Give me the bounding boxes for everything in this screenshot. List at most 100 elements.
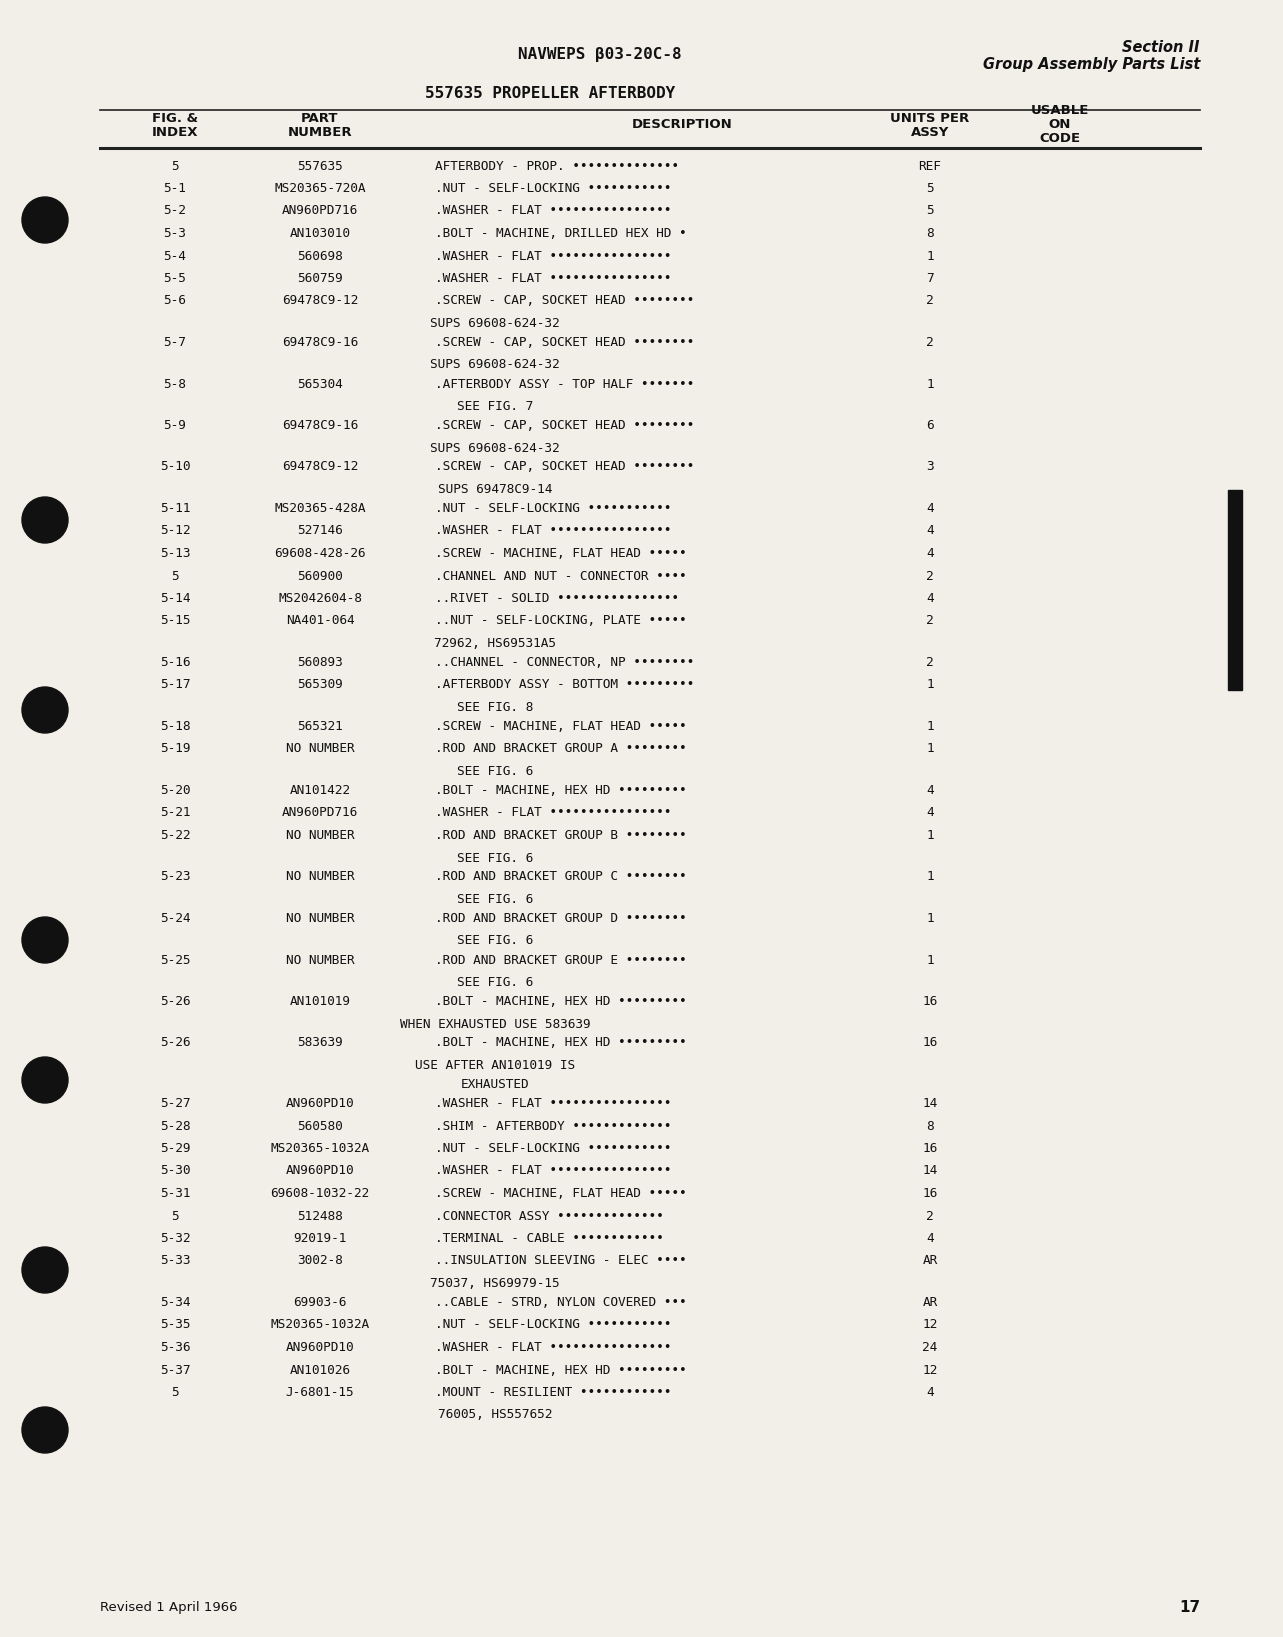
Text: 2: 2 <box>926 1210 934 1223</box>
Circle shape <box>22 196 68 242</box>
Text: NO NUMBER: NO NUMBER <box>286 828 354 841</box>
Text: .AFTERBODY ASSY - BOTTOM •••••••••: .AFTERBODY ASSY - BOTTOM ••••••••• <box>435 678 694 691</box>
Text: NO NUMBER: NO NUMBER <box>286 953 354 966</box>
Text: 1: 1 <box>926 378 934 391</box>
Text: 16: 16 <box>922 1143 938 1156</box>
Text: 5-22: 5-22 <box>160 828 190 841</box>
Text: 5: 5 <box>171 1387 178 1400</box>
Text: .ROD AND BRACKET GROUP A ••••••••: .ROD AND BRACKET GROUP A •••••••• <box>435 743 686 756</box>
Text: 5: 5 <box>171 1210 178 1223</box>
Text: 565309: 565309 <box>298 678 343 691</box>
Text: SEE FIG. 6: SEE FIG. 6 <box>457 976 534 989</box>
Text: 5-18: 5-18 <box>160 720 190 733</box>
Text: 14: 14 <box>922 1164 938 1177</box>
Text: 5: 5 <box>171 159 178 172</box>
Text: 4: 4 <box>926 547 934 560</box>
Text: 5-3: 5-3 <box>163 228 186 241</box>
Text: SUPS 69608-624-32: SUPS 69608-624-32 <box>430 318 559 331</box>
Text: 69608-428-26: 69608-428-26 <box>275 547 366 560</box>
Text: 8: 8 <box>926 1120 934 1133</box>
Text: 12: 12 <box>922 1318 938 1331</box>
Text: 5-24: 5-24 <box>160 912 190 925</box>
Text: 5-12: 5-12 <box>160 524 190 537</box>
Text: UNITS PER: UNITS PER <box>890 111 970 124</box>
Text: 5-28: 5-28 <box>160 1120 190 1133</box>
Text: .BOLT - MACHINE, HEX HD •••••••••: .BOLT - MACHINE, HEX HD ••••••••• <box>435 1364 686 1377</box>
Text: .NUT - SELF-LOCKING •••••••••••: .NUT - SELF-LOCKING ••••••••••• <box>435 1143 671 1156</box>
Text: 16: 16 <box>922 1187 938 1200</box>
Text: 5-11: 5-11 <box>160 503 190 516</box>
Text: .ROD AND BRACKET GROUP C ••••••••: .ROD AND BRACKET GROUP C •••••••• <box>435 871 686 884</box>
Text: 12: 12 <box>922 1364 938 1377</box>
Text: 5: 5 <box>171 570 178 583</box>
Text: 5: 5 <box>926 182 934 195</box>
Text: .BOLT - MACHINE, HEX HD •••••••••: .BOLT - MACHINE, HEX HD ••••••••• <box>435 995 686 1008</box>
Text: 4: 4 <box>926 503 934 516</box>
Text: .TERMINAL - CABLE ••••••••••••: .TERMINAL - CABLE •••••••••••• <box>435 1233 663 1246</box>
Text: .ROD AND BRACKET GROUP D ••••••••: .ROD AND BRACKET GROUP D •••••••• <box>435 912 686 925</box>
Text: Section II: Section II <box>1123 41 1200 56</box>
Text: Group Assembly Parts List: Group Assembly Parts List <box>983 57 1200 72</box>
Text: 4: 4 <box>926 784 934 797</box>
Text: 4: 4 <box>926 807 934 820</box>
Text: SEE FIG. 8: SEE FIG. 8 <box>457 701 534 714</box>
Text: 5-8: 5-8 <box>163 378 186 391</box>
Text: 5-37: 5-37 <box>160 1364 190 1377</box>
Text: 5-2: 5-2 <box>163 205 186 218</box>
Text: USABLE: USABLE <box>1030 105 1089 118</box>
Text: 16: 16 <box>922 995 938 1008</box>
Text: 69478C9-12: 69478C9-12 <box>282 295 358 308</box>
Text: 5-33: 5-33 <box>160 1254 190 1267</box>
Text: .NUT - SELF-LOCKING •••••••••••: .NUT - SELF-LOCKING ••••••••••• <box>435 1318 671 1331</box>
Text: SUPS 69608-624-32: SUPS 69608-624-32 <box>430 359 559 372</box>
Text: AN103010: AN103010 <box>290 228 350 241</box>
Text: 5-27: 5-27 <box>160 1097 190 1110</box>
Text: 5-16: 5-16 <box>160 656 190 670</box>
Text: 6: 6 <box>926 419 934 432</box>
Circle shape <box>22 917 68 963</box>
Text: 560893: 560893 <box>298 656 343 670</box>
Text: 69608-1032-22: 69608-1032-22 <box>271 1187 370 1200</box>
Text: USE AFTER AN101019 IS: USE AFTER AN101019 IS <box>414 1059 575 1072</box>
Text: 5-21: 5-21 <box>160 807 190 820</box>
Text: AN101026: AN101026 <box>290 1364 350 1377</box>
Text: 5-13: 5-13 <box>160 547 190 560</box>
Text: .WASHER - FLAT ••••••••••••••••: .WASHER - FLAT •••••••••••••••• <box>435 524 671 537</box>
Circle shape <box>22 1406 68 1454</box>
Text: 5-15: 5-15 <box>160 614 190 627</box>
Text: 1: 1 <box>926 828 934 841</box>
Circle shape <box>22 688 68 733</box>
Text: 560580: 560580 <box>298 1120 343 1133</box>
Text: ..CHANNEL - CONNECTOR, NP ••••••••: ..CHANNEL - CONNECTOR, NP •••••••• <box>435 656 694 670</box>
Text: SUPS 69608-624-32: SUPS 69608-624-32 <box>430 442 559 455</box>
Text: .ROD AND BRACKET GROUP B ••••••••: .ROD AND BRACKET GROUP B •••••••• <box>435 828 686 841</box>
Text: 560698: 560698 <box>298 249 343 262</box>
Text: 4: 4 <box>926 1387 934 1400</box>
Text: 5-4: 5-4 <box>163 249 186 262</box>
Text: 5-23: 5-23 <box>160 871 190 884</box>
Text: 5-29: 5-29 <box>160 1143 190 1156</box>
Text: 583639: 583639 <box>298 1036 343 1049</box>
Text: .NUT - SELF-LOCKING •••••••••••: .NUT - SELF-LOCKING ••••••••••• <box>435 503 671 516</box>
Text: 5-5: 5-5 <box>163 272 186 285</box>
Text: 5-7: 5-7 <box>163 336 186 349</box>
Text: .WASHER - FLAT ••••••••••••••••: .WASHER - FLAT •••••••••••••••• <box>435 807 671 820</box>
Text: .AFTERBODY ASSY - TOP HALF •••••••: .AFTERBODY ASSY - TOP HALF ••••••• <box>435 378 694 391</box>
Text: .SCREW - MACHINE, FLAT HEAD •••••: .SCREW - MACHINE, FLAT HEAD ••••• <box>435 1187 686 1200</box>
Text: .WASHER - FLAT ••••••••••••••••: .WASHER - FLAT •••••••••••••••• <box>435 1341 671 1354</box>
Text: .CONNECTOR ASSY ••••••••••••••: .CONNECTOR ASSY •••••••••••••• <box>435 1210 663 1223</box>
Text: NO NUMBER: NO NUMBER <box>286 912 354 925</box>
Text: 560759: 560759 <box>298 272 343 285</box>
Text: 3: 3 <box>926 460 934 473</box>
Text: 7: 7 <box>926 272 934 285</box>
Text: 527146: 527146 <box>298 524 343 537</box>
Text: MS20365-720A: MS20365-720A <box>275 182 366 195</box>
Text: DESCRIPTION: DESCRIPTION <box>631 118 733 131</box>
Text: SEE FIG. 7: SEE FIG. 7 <box>457 399 534 413</box>
Text: MS20365-428A: MS20365-428A <box>275 503 366 516</box>
Text: .WASHER - FLAT ••••••••••••••••: .WASHER - FLAT •••••••••••••••• <box>435 249 671 262</box>
Text: .WASHER - FLAT ••••••••••••••••: .WASHER - FLAT •••••••••••••••• <box>435 1097 671 1110</box>
Text: ..NUT - SELF-LOCKING, PLATE •••••: ..NUT - SELF-LOCKING, PLATE ••••• <box>435 614 686 627</box>
Circle shape <box>22 498 68 543</box>
Text: 565304: 565304 <box>298 378 343 391</box>
